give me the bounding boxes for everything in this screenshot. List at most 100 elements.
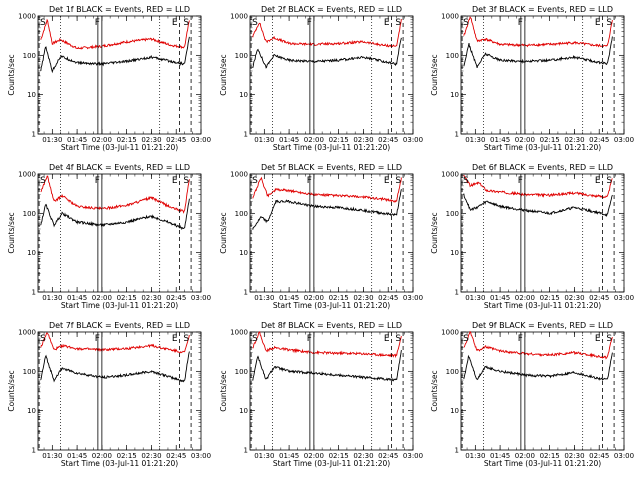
- y-tick-label: 1: [244, 447, 248, 455]
- x-tick-label: 01:45: [67, 294, 87, 302]
- x-tick-label: 03:00: [614, 294, 634, 302]
- marker-label-s: S: [183, 176, 189, 186]
- x-tick-label: 02:30: [564, 136, 584, 144]
- y-tick-label: 100: [446, 368, 459, 376]
- series-line-events: [40, 351, 190, 383]
- y-tick-label: 1000: [441, 13, 459, 21]
- marker-label-s: S: [183, 334, 189, 344]
- x-axis-label: Start Time (03-Jul-11 01:21:20): [61, 143, 178, 152]
- x-tick-label: 01:45: [279, 294, 299, 302]
- plot-frame: [37, 173, 202, 293]
- panel-title: Det 4f BLACK = Events, RED = LLD: [49, 163, 190, 172]
- panel-title: Det 3f BLACK = Events, RED = LLD: [472, 5, 613, 14]
- y-tick-label: 1: [455, 447, 459, 455]
- y-tick-label: 1: [244, 289, 248, 297]
- y-tick-label: 1000: [18, 171, 36, 179]
- panel-title: Det 2f BLACK = Events, RED = LLD: [261, 5, 402, 14]
- marker-label-f: F: [307, 18, 312, 28]
- series-line-events: [40, 198, 190, 231]
- x-tick-label: 02:15: [540, 294, 560, 302]
- y-tick-label: 10: [239, 91, 248, 99]
- x-tick-label: 02:15: [329, 136, 349, 144]
- x-tick-label: 02:00: [92, 294, 112, 302]
- marker-label-e: E: [384, 18, 390, 28]
- series-line-events: [252, 350, 402, 382]
- marker-label-s: S: [252, 18, 258, 28]
- plot-frame: [249, 331, 414, 451]
- x-tick-label: 01:30: [254, 452, 274, 460]
- x-tick-label: 01:45: [279, 452, 299, 460]
- y-tick-label: 10: [450, 249, 459, 257]
- y-axis-label: Counts/sec: [219, 54, 228, 95]
- marker-label-f: F: [518, 176, 523, 186]
- x-tick-label: 02:00: [515, 136, 535, 144]
- x-tick-label: 01:30: [254, 136, 274, 144]
- marker-label-s: S: [183, 18, 189, 28]
- x-axis-label: Start Time (03-Jul-11 01:21:20): [61, 459, 178, 468]
- marker-label-s: S: [40, 18, 46, 28]
- panel-title: Det 8f BLACK = Events, RED = LLD: [261, 321, 402, 330]
- x-tick-label: 02:45: [166, 136, 186, 144]
- plot-frame: [37, 331, 202, 451]
- marker-label-s: S: [463, 18, 469, 28]
- panel-title: Det 9f BLACK = Events, RED = LLD: [472, 321, 613, 330]
- y-tick-label: 100: [446, 210, 459, 218]
- marker-label-s: S: [40, 176, 46, 186]
- x-tick-label: 01:45: [67, 136, 87, 144]
- x-tick-label: 02:30: [353, 452, 373, 460]
- y-tick-label: 1000: [441, 329, 459, 337]
- x-tick-label: 02:00: [515, 294, 535, 302]
- chart-panel-4: Det 4f BLACK = Events, RED = LLD 1 10 100 10…: [7, 163, 211, 310]
- x-tick-label: 02:00: [304, 136, 324, 144]
- x-tick-label: 01:30: [465, 452, 485, 460]
- y-tick-label: 100: [23, 368, 36, 376]
- panel-title: Det 7f BLACK = Events, RED = LLD: [49, 321, 190, 330]
- x-tick-label: 02:15: [117, 294, 137, 302]
- x-tick-label: 03:00: [403, 294, 423, 302]
- x-tick-label: 03:00: [614, 452, 634, 460]
- x-tick-label: 02:45: [378, 136, 398, 144]
- series-line-lld: [463, 16, 613, 48]
- series-line-lld: [40, 175, 190, 214]
- series-line-lld: [40, 332, 190, 354]
- y-tick-label: 1: [244, 131, 248, 139]
- marker-label-e: E: [172, 18, 178, 28]
- x-tick-label: 01:45: [279, 136, 299, 144]
- x-axis-label: Start Time (03-Jul-11 01:21:20): [61, 301, 178, 310]
- x-tick-label: 02:00: [515, 452, 535, 460]
- y-tick-label: 10: [27, 91, 36, 99]
- marker-label-s: S: [252, 176, 258, 186]
- x-tick-label: 03:00: [614, 136, 634, 144]
- x-tick-label: 02:45: [589, 452, 609, 460]
- x-tick-label: 02:00: [304, 452, 324, 460]
- x-axis-label: Start Time (03-Jul-11 01:21:20): [273, 459, 390, 468]
- x-tick-label: 02:15: [540, 136, 560, 144]
- x-tick-label: 03:00: [191, 294, 211, 302]
- x-tick-label: 02:30: [564, 294, 584, 302]
- x-tick-label: 02:00: [92, 452, 112, 460]
- x-tick-label: 01:30: [254, 294, 274, 302]
- x-tick-label: 02:15: [540, 452, 560, 460]
- x-tick-label: 01:30: [42, 452, 62, 460]
- y-axis-label: Counts/sec: [7, 212, 16, 253]
- marker-label-e: E: [595, 176, 601, 186]
- marker-label-f: F: [518, 334, 523, 344]
- series-line-events: [463, 193, 613, 218]
- series-line-lld: [463, 330, 613, 360]
- x-tick-label: 02:45: [589, 294, 609, 302]
- x-tick-label: 01:30: [465, 136, 485, 144]
- y-tick-label: 10: [27, 249, 36, 257]
- marker-label-s: S: [252, 334, 258, 344]
- x-tick-label: 03:00: [403, 452, 423, 460]
- plot-frame: [460, 331, 625, 451]
- y-tick-label: 1: [32, 289, 36, 297]
- plot-frame: [460, 15, 625, 135]
- x-tick-label: 03:00: [403, 136, 423, 144]
- x-tick-label: 02:30: [353, 136, 373, 144]
- series-line-events: [463, 36, 613, 68]
- marker-label-e: E: [384, 334, 390, 344]
- marker-label-e: E: [595, 18, 601, 28]
- x-tick-label: 02:15: [329, 452, 349, 460]
- chart-panel-2: Det 2f BLACK = Events, RED = LLD 1 10 100 10…: [219, 5, 423, 152]
- x-axis-label: Start Time (03-Jul-11 01:21:20): [273, 143, 390, 152]
